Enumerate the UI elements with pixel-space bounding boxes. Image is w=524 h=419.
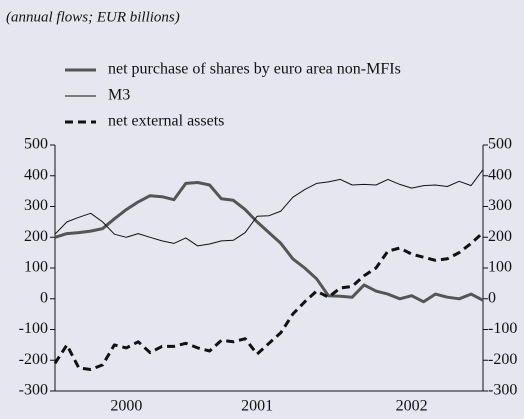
- y-tick-label: -200: [19, 351, 48, 368]
- series-line: [54, 181, 484, 304]
- y-tick-label: -300: [19, 382, 48, 399]
- y2-tick-label: -300: [488, 382, 517, 399]
- series-line: [54, 169, 484, 247]
- y-tick-label: -100: [19, 320, 48, 337]
- y2-tick-label: 0: [488, 289, 496, 306]
- legend-label: net purchase of shares by euro area non-…: [108, 61, 401, 78]
- legend-label: M3: [108, 87, 130, 104]
- x-tick-label: 2002: [396, 398, 428, 415]
- y-tick-label: 200: [24, 228, 48, 245]
- y-tick-label: 500: [24, 136, 48, 153]
- y-tick-label: 0: [40, 289, 48, 306]
- chart-subtitle: (annual flows; EUR billions): [6, 9, 180, 25]
- x-tick-label: 2001: [241, 398, 273, 415]
- y2-tick-label: 500: [488, 136, 512, 153]
- y2-tick-label: -100: [488, 320, 517, 337]
- y2-tick-label: 400: [488, 166, 512, 183]
- legend-label: net external assets: [108, 113, 224, 130]
- y2-tick-label: -200: [488, 351, 517, 368]
- y-tick-label: 400: [24, 166, 48, 183]
- y-tick-label: 100: [24, 259, 48, 276]
- x-tick-label: 2000: [110, 398, 142, 415]
- y2-tick-label: 200: [488, 228, 512, 245]
- series-line: [53, 231, 485, 371]
- y-tick-label: 300: [24, 197, 48, 214]
- y2-tick-label: 100: [488, 259, 512, 276]
- y2-tick-label: 300: [488, 197, 512, 214]
